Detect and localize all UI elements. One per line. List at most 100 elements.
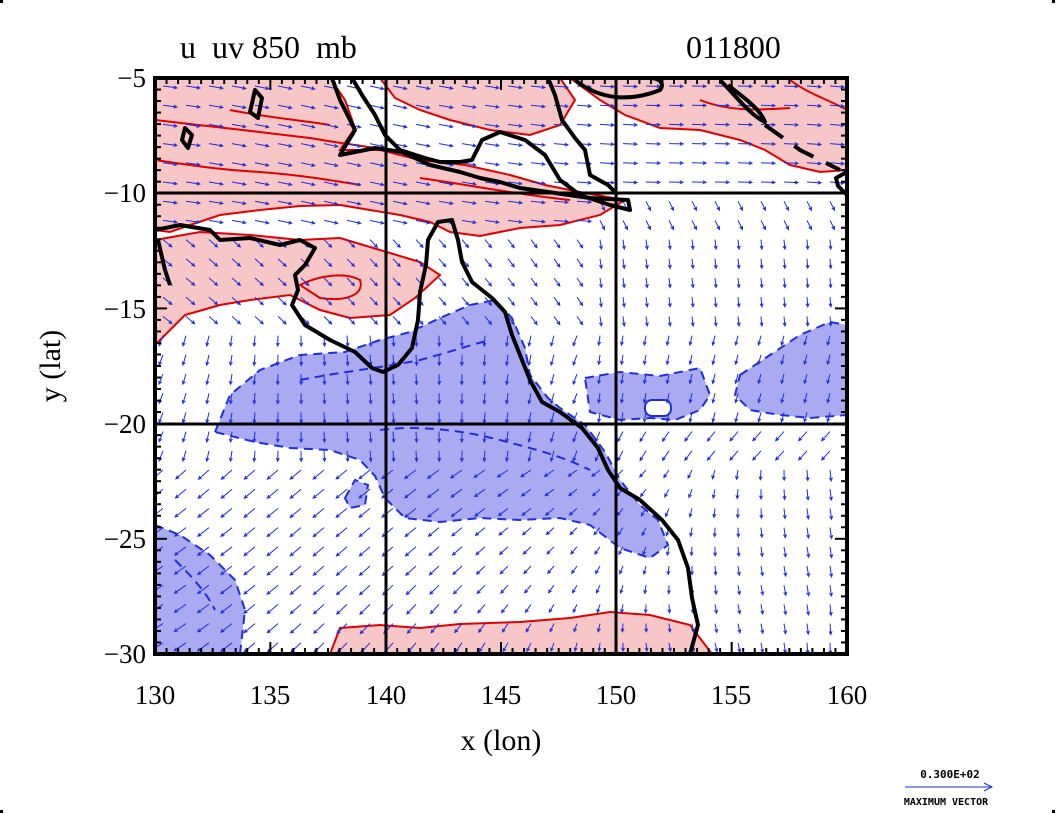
wind-vector: [760, 200, 767, 212]
wind-vector: [713, 316, 718, 328]
wind-vector: [277, 316, 287, 325]
y-axis-label: y (lat): [34, 330, 67, 402]
wind-vector: [289, 469, 302, 480]
wind-vector: [312, 623, 325, 634]
wind-vector: [277, 85, 293, 91]
wind-vector: [484, 258, 493, 268]
wind-vector: [368, 450, 373, 463]
wind-vector: [300, 123, 316, 129]
wind-vector: [438, 85, 454, 90]
wind-vector: [805, 277, 810, 289]
wind-vector: [549, 623, 555, 633]
wind-vector: [711, 489, 716, 500]
wind-vector: [220, 488, 233, 499]
wind-vector: [205, 393, 210, 405]
wind-vector: [299, 354, 304, 367]
wind-vector: [782, 489, 787, 501]
wind-vector: [640, 508, 647, 517]
wind-vector: [576, 180, 593, 185]
wind-vector: [482, 373, 487, 386]
wind-vector: [690, 239, 695, 251]
wind-vector: [275, 354, 280, 367]
wind-vector: [231, 123, 247, 129]
wind-vector: [219, 623, 233, 633]
wind-vector: [797, 450, 808, 461]
wind-vector: [414, 373, 419, 386]
wind-vector: [231, 258, 242, 267]
wind-vector: [197, 508, 210, 518]
wind-vector: [228, 450, 233, 463]
wind-vector: [713, 239, 718, 251]
wind-vector: [437, 450, 442, 463]
wind-vector: [392, 181, 408, 187]
wind-vector: [691, 161, 708, 165]
wind-vector: [475, 546, 486, 556]
wind-vector: [266, 546, 279, 557]
wind-vector: [760, 220, 767, 231]
wind-vector: [369, 277, 379, 287]
wind-vector: [243, 565, 256, 576]
wind-vector: [459, 335, 464, 348]
wind-vector: [711, 393, 716, 404]
wind-vector: [783, 220, 790, 231]
wind-vector: [642, 335, 647, 347]
wind-vector: [359, 623, 371, 635]
wind-vector: [639, 488, 647, 498]
wind-vector: [323, 316, 333, 325]
wind-vector: [737, 200, 744, 212]
wind-vector: [783, 122, 800, 127]
wind-vector: [369, 162, 385, 168]
wind-vector: [806, 527, 811, 540]
wind-vector: [714, 103, 731, 108]
wind-vector: [667, 604, 672, 614]
x-axis-tick-labels: 130 135 140 145 150 155 160: [135, 680, 868, 710]
wind-vector: [300, 277, 310, 287]
wind-vector: [243, 488, 256, 499]
wind-vector: [550, 335, 555, 347]
y-tick-label: −15: [104, 294, 146, 324]
wind-vector: [760, 103, 777, 108]
wind-vector: [345, 431, 350, 444]
wind-vector: [300, 181, 316, 187]
wind-vector: [805, 258, 810, 270]
x-tick-label: 140: [366, 680, 407, 710]
wind-vector: [438, 296, 447, 306]
wind-vector: [346, 181, 362, 187]
wind-vector: [369, 104, 385, 110]
wind-vector: [760, 180, 777, 185]
wind-vector: [415, 200, 431, 206]
wind-vector: [335, 527, 348, 538]
wind-vector: [735, 469, 739, 481]
wind-vector: [254, 143, 270, 148]
wind-vector: [757, 412, 762, 423]
wind-vector: [484, 277, 493, 287]
wind-vector: [196, 565, 210, 576]
wind-vector: [620, 354, 624, 366]
wind-vector: [507, 181, 524, 186]
wind-vector: [691, 141, 708, 146]
wind-vector: [155, 527, 164, 536]
wind-vector: [243, 527, 256, 538]
wind-vector: [196, 603, 210, 614]
wind-vector: [415, 85, 431, 91]
wind-vector: [220, 527, 233, 538]
wind-vector: [346, 258, 356, 268]
wind-vector: [208, 85, 224, 90]
wind-vector: [736, 316, 741, 328]
wind-vector: [484, 219, 500, 224]
wind-vector: [599, 220, 606, 231]
wind-vector: [759, 297, 764, 308]
wind-vector: [368, 431, 373, 444]
wind-vector: [346, 296, 356, 306]
wind-vector: [828, 604, 833, 617]
wind-vector: [805, 469, 810, 482]
wind-vector: [451, 527, 463, 537]
wind-vector: [426, 469, 440, 479]
wind-vector: [620, 335, 624, 347]
wind-vector: [828, 316, 833, 328]
wind-vector: [461, 143, 477, 148]
wind-vector: [666, 585, 671, 595]
wind-vector: [597, 354, 602, 366]
wind-vector: [277, 296, 287, 306]
